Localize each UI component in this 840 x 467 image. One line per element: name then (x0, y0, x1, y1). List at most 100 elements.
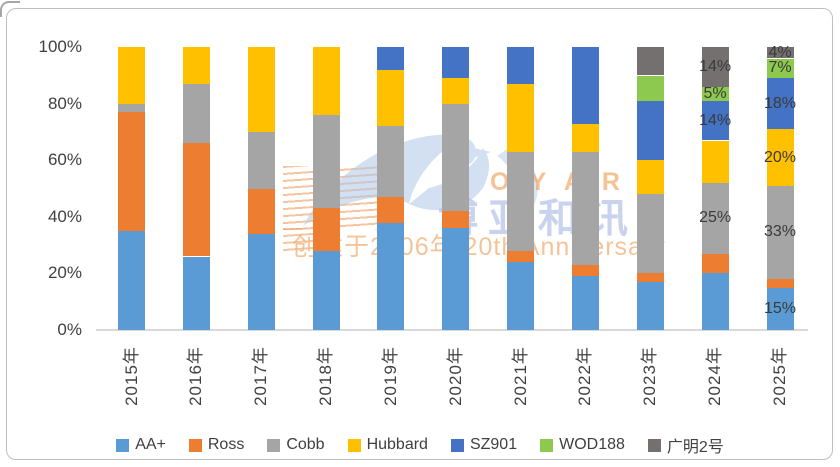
x-axis-label-2018年: 2018年 (316, 346, 335, 406)
legend-item-Ross: Ross (188, 436, 245, 454)
x-axis-label-2022年: 2022年 (575, 346, 595, 406)
data-label-2025年-广明2号: 4% (768, 43, 792, 61)
bar-segment-2017年-Ross (247, 188, 275, 234)
bar-segment-2022年-Hubbard (571, 123, 599, 152)
bar-segment-2017年-AA+ (247, 233, 275, 330)
bar-segment-2023年-Ross (636, 273, 664, 282)
x-axis-label-2017年: 2017年 (251, 346, 271, 406)
bar-segment-2023年-广明2号 (636, 47, 664, 76)
y-axis-tick-40%: 40% (47, 206, 82, 226)
y-axis-tick-0%: 0% (57, 320, 82, 339)
bar-segment-2025年-Hubbard (766, 129, 794, 186)
bar-segment-2024年-Ross (701, 253, 729, 274)
bar-segment-2025年-Ross (766, 279, 794, 288)
bar-segment-2019年-Ross (377, 197, 405, 223)
bar-segment-2016年-AA+ (182, 256, 210, 330)
y-axis-tick-100%: 100% (38, 37, 82, 57)
bar-segment-2023年-Hubbard (636, 160, 664, 195)
bar-segment-2021年-Hubbard (507, 84, 535, 152)
bar-segment-2016年-Ross (182, 143, 210, 257)
bar-segment-2024年-广明2号 (701, 47, 729, 87)
legend: AA+ Ross Cobb Hubbard SZ901 WOD188 广明2号 (0, 433, 840, 457)
bar-segment-2023年-AA+ (636, 281, 664, 330)
legend-item-AA+: AA+ (116, 436, 166, 454)
legend-label-Ross: Ross (207, 436, 245, 453)
legend-swatch-AA+ (116, 438, 130, 452)
x-axis-label-2025年: 2025年 (770, 346, 789, 406)
data-label-2024年-Cobb: 25% (699, 209, 732, 227)
bar-segment-2022年-AA+ (571, 276, 599, 330)
bar-segment-2020年-SZ901 (442, 47, 470, 79)
bar-segment-2023年-SZ901 (636, 100, 664, 161)
legend-item-Cobb: Cobb (267, 436, 325, 454)
legend-swatch-WOD188 (540, 438, 554, 452)
bar-segment-2020年-Hubbard (442, 78, 470, 104)
data-label-2024年-广明2号: 14% (699, 58, 732, 75)
legend-label-AA+: AA+ (135, 436, 166, 453)
legend-swatch-Cobb (267, 438, 281, 452)
bar-segment-2017年-Cobb (247, 132, 275, 189)
bar-segment-2019年-SZ901 (377, 47, 405, 70)
legend-label-Hubbard: Hubbard (366, 436, 428, 453)
bar-segment-2021年-AA+ (507, 262, 535, 330)
x-axis-label-2015年: 2015年 (121, 346, 141, 406)
bar-segment-2015年-Ross (118, 112, 145, 231)
x-axis-line (96, 329, 808, 331)
bar-segment-2015年-AA+ (118, 231, 145, 330)
x-axis-label-2019年: 2019年 (380, 346, 400, 406)
bar-segment-2015年-Cobb (118, 103, 145, 113)
data-label-2025年-WOD188: 7% (768, 59, 792, 77)
bar-segment-2019年-AA+ (377, 222, 405, 330)
bar-segment-2016年-Hubbard (182, 47, 210, 84)
bar-segment-2018年-AA+ (312, 250, 340, 330)
legend-swatch-广明2号 (647, 438, 661, 452)
x-axis-label-2016年: 2016年 (186, 346, 206, 406)
bar-segment-2021年-Ross (507, 250, 535, 263)
data-label-2025年-Cobb: 33% (763, 223, 797, 241)
bar-segment-2025年-广明2号 (766, 47, 794, 59)
data-label-2024年-SZ901: 14% (699, 111, 732, 129)
window-corner-artifact (0, 1, 20, 17)
data-label-2024年-WOD188: 5% (703, 84, 727, 102)
bar-segment-2016年-Cobb (182, 84, 210, 144)
bar-segment-2024年-AA+ (701, 273, 729, 330)
bar-segment-2024年-SZ901 (701, 100, 729, 141)
bar-segment-2018年-Cobb (312, 115, 340, 209)
y-axis-tick-20%: 20% (47, 263, 82, 283)
x-axis-label-2021年: 2021年 (510, 346, 530, 406)
bar-segment-2019年-Hubbard (377, 69, 405, 127)
legend-label-SZ901: SZ901 (469, 436, 518, 453)
bar-segment-2025年-Cobb (766, 185, 794, 280)
legend-item-WOD188: WOD188 (540, 436, 625, 454)
bar-segment-2020年-Ross (442, 211, 470, 229)
y-axis-tick-60%: 60% (47, 150, 82, 170)
bar-segment-2017年-Hubbard (247, 47, 275, 132)
data-label-2025年-AA+: 15% (763, 299, 797, 317)
bar-segment-2019年-Cobb (377, 126, 405, 198)
bar-segment-2025年-WOD188 (766, 58, 794, 79)
bar-segment-2021年-SZ901 (507, 47, 535, 84)
bar-segment-2022年-Cobb (571, 151, 599, 265)
legend-swatch-SZ901 (450, 438, 464, 452)
bar-segment-2024年-Cobb (701, 182, 729, 254)
bar-segment-2021年-Cobb (507, 151, 535, 251)
bar-segment-2025年-SZ901 (766, 78, 794, 130)
legend-item-SZ901: SZ901 (450, 436, 518, 454)
data-label-2025年-Hubbard: 20% (763, 148, 797, 166)
y-axis-tick-80%: 80% (47, 93, 82, 113)
bar-segment-2024年-Hubbard (701, 140, 729, 183)
x-axis-label-2024年: 2024年 (705, 346, 725, 406)
legend-label-广明2号: 广明2号 (666, 439, 724, 456)
legend-item-广明2号: 广明2号 (647, 433, 724, 457)
bar-segment-2023年-Cobb (636, 194, 664, 274)
legend-swatch-Hubbard (347, 438, 361, 452)
bar-segment-2020年-AA+ (442, 228, 470, 330)
legend-item-Hubbard: Hubbard (347, 436, 428, 454)
bar-segment-2018年-Ross (312, 208, 340, 251)
legend-label-WOD188: WOD188 (559, 436, 625, 453)
data-label-2025年-SZ901: 18% (763, 94, 797, 112)
bar-segment-2020年-Cobb (442, 103, 470, 212)
bar-segment-2022年-SZ901 (571, 47, 599, 124)
